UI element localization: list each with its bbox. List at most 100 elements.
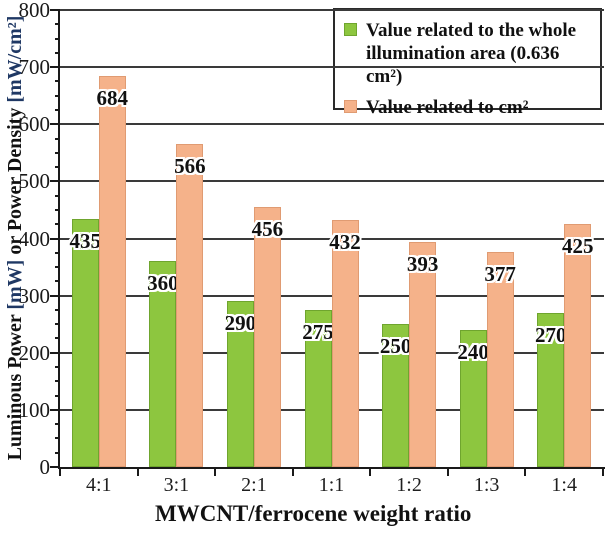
legend: Value related to the whole illumination a… bbox=[333, 8, 602, 118]
bar-value-label: 290 bbox=[224, 311, 257, 336]
x-axis-line bbox=[58, 467, 605, 469]
y-minor-tick bbox=[55, 51, 60, 54]
y-tick-label: 200 bbox=[18, 340, 51, 365]
y-minor-tick bbox=[55, 280, 60, 283]
x-tick bbox=[136, 469, 139, 476]
bar-value-label: 275 bbox=[302, 319, 334, 344]
y-major-tick bbox=[50, 237, 60, 240]
y-minor-tick bbox=[55, 223, 60, 226]
y-minor-tick bbox=[55, 323, 60, 326]
x-tick bbox=[59, 469, 61, 476]
y-axis-line bbox=[58, 10, 60, 469]
y-tick-label: 100 bbox=[18, 397, 51, 422]
bar-per-cm2: 684 bbox=[96, 76, 129, 467]
bar-per-cm2: 393 bbox=[406, 242, 439, 467]
bar-illumination-area: 290 bbox=[224, 301, 257, 467]
y-minor-tick bbox=[55, 251, 60, 254]
x-category-label: 2:1 bbox=[241, 474, 267, 496]
legend-label: Value related to cm² bbox=[366, 97, 529, 118]
gridline bbox=[60, 180, 604, 183]
legend-swatch-icon bbox=[344, 100, 357, 113]
y-major-tick bbox=[50, 466, 60, 468]
y-major-tick bbox=[50, 123, 60, 126]
bar-illumination-area: 360 bbox=[147, 261, 179, 467]
bar-value-label: 684 bbox=[96, 86, 129, 111]
y-major-tick bbox=[50, 351, 60, 354]
bar-value-label: 270 bbox=[534, 322, 567, 347]
bar-illumination-area: 250 bbox=[379, 324, 412, 467]
x-category-label: 1:2 bbox=[396, 474, 422, 496]
y-tick-label: 0 bbox=[39, 455, 51, 479]
legend-entry: Value related to the whole illumination a… bbox=[344, 19, 594, 88]
y-minor-tick bbox=[55, 80, 60, 83]
y-axis-title-segment: Luminous Power bbox=[4, 309, 26, 461]
gridline bbox=[60, 66, 604, 69]
x-tick bbox=[446, 469, 449, 476]
bar-value-label: 456 bbox=[251, 216, 284, 241]
bar-value-label: 393 bbox=[406, 252, 439, 277]
x-category-label: 4:1 bbox=[86, 474, 112, 496]
bar-value-label: 240 bbox=[457, 339, 489, 364]
bar-per-cm2: 432 bbox=[329, 220, 361, 467]
bar-illumination-area: 435 bbox=[69, 218, 102, 467]
y-tick-label: 400 bbox=[18, 226, 51, 251]
x-category-label: 1:1 bbox=[318, 474, 345, 496]
y-major-tick bbox=[50, 180, 60, 183]
bar-per-cm2: 377 bbox=[484, 251, 516, 467]
y-minor-tick bbox=[55, 94, 60, 97]
x-category-label: 1:4 bbox=[551, 474, 577, 496]
legend-entry: Value related to cm² bbox=[344, 96, 594, 119]
bar-value-label: 250 bbox=[379, 334, 412, 359]
y-minor-tick bbox=[55, 337, 60, 340]
bar-per-cm2: 456 bbox=[251, 206, 284, 467]
bar-value-label: 425 bbox=[561, 234, 594, 259]
x-category-label: 1:3 bbox=[473, 474, 500, 496]
y-minor-tick bbox=[55, 451, 60, 454]
y-minor-tick bbox=[55, 23, 60, 26]
y-minor-tick bbox=[55, 208, 60, 211]
gridline bbox=[60, 123, 604, 126]
x-tick bbox=[291, 469, 294, 476]
x-tick bbox=[369, 469, 372, 476]
y-tick-label: 600 bbox=[18, 112, 51, 137]
y-major-tick bbox=[50, 66, 60, 69]
y-minor-tick bbox=[55, 37, 60, 40]
bar-per-cm2: 425 bbox=[561, 224, 594, 467]
x-category-label: 3:1 bbox=[163, 474, 190, 496]
y-minor-tick bbox=[55, 394, 60, 397]
y-tick-label: 500 bbox=[18, 169, 51, 194]
y-minor-tick bbox=[55, 366, 60, 369]
y-minor-tick bbox=[55, 194, 60, 197]
bar-illumination-area: 270 bbox=[534, 312, 567, 467]
y-tick-label: 800 bbox=[18, 0, 51, 22]
y-major-tick bbox=[50, 9, 60, 11]
y-minor-tick bbox=[55, 108, 60, 111]
bar-illumination-area: 240 bbox=[457, 329, 489, 467]
bar-value-label: 432 bbox=[329, 230, 361, 255]
gridline bbox=[60, 9, 604, 11]
legend-label: Value related to the whole illumination a… bbox=[366, 20, 577, 87]
y-tick-label: 300 bbox=[18, 283, 51, 308]
y-minor-tick bbox=[55, 166, 60, 169]
y-minor-tick bbox=[55, 423, 60, 426]
bar-per-cm2: 566 bbox=[174, 143, 206, 467]
x-axis-title: MWCNT/ferrocene weight ratio bbox=[155, 501, 472, 526]
legend-swatch-icon bbox=[344, 23, 357, 36]
y-minor-tick bbox=[55, 380, 60, 383]
bar-value-label: 566 bbox=[174, 153, 206, 178]
y-tick-label: 700 bbox=[18, 55, 51, 80]
y-major-tick bbox=[50, 294, 60, 297]
x-tick bbox=[214, 469, 217, 476]
bar-illumination-area: 275 bbox=[302, 309, 334, 467]
bar-value-label: 377 bbox=[484, 261, 516, 286]
x-tick bbox=[602, 469, 604, 476]
y-minor-tick bbox=[55, 151, 60, 154]
x-tick bbox=[524, 469, 527, 476]
bar-value-label: 435 bbox=[69, 228, 102, 253]
y-minor-tick bbox=[55, 137, 60, 140]
y-minor-tick bbox=[55, 308, 60, 311]
bar-value-label: 360 bbox=[147, 271, 179, 296]
y-major-tick bbox=[50, 408, 60, 411]
y-minor-tick bbox=[55, 266, 60, 269]
